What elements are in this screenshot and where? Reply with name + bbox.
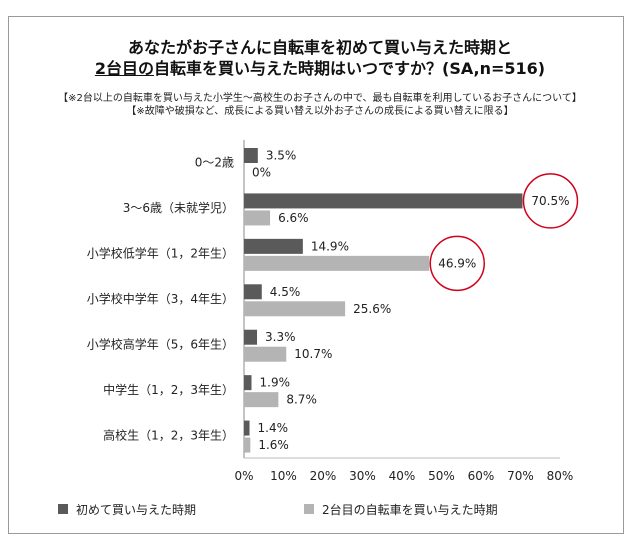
data-label: 14.9% [311,239,349,253]
data-label: 8.7% [286,393,317,407]
x-tick-label: 10% [270,469,297,483]
data-label: 3.3% [265,330,296,344]
bar-first [244,329,258,345]
bar-first [244,193,523,209]
bar-second [244,346,287,362]
bar-first [244,284,262,300]
x-tick-label: 80% [547,469,574,483]
category-label: 小学校低学年（1，2年生） [87,246,234,261]
bar-first [244,375,252,391]
data-label: 4.5% [270,285,301,299]
legend-label-first: 初めて買い与えた時期 [76,503,196,517]
x-tick-label: 60% [468,469,495,483]
highlight-circle [522,173,579,229]
legend-swatch-first [58,504,68,514]
chart-title-rest: 自転車を買い与えた時期はいつですか？(SA,n=516) [154,59,546,78]
chart-frame [8,16,624,534]
chart-title-underlined: 2台目の [94,59,155,78]
x-tick-label: 20% [310,469,337,483]
category-label: 0～2歳 [195,156,234,170]
x-tick-label: 50% [428,469,455,483]
chart-note-2: 【※故障や破損など、成長による買い替え以外お子さんの成長による買い替えに限る】 [126,106,514,117]
chart-title-line2: 2台目の自転車を買い与えた時期はいつですか？(SA,n=516) [0,59,640,79]
highlight-circle [429,235,486,292]
data-label: 6.6% [278,211,309,225]
category-label: 小学校高学年（5，6年生） [87,336,234,351]
chart-note-1: 【※2台以上の自転車を買い与えた小学生～高校生のお子さんの中で、最も自転車を利用… [58,93,582,104]
category-label: 中学生（1，2，3年生） [103,382,234,397]
category-label: 3～6歳（未就学児） [123,200,234,215]
category-label: 高校生（1，2，3年生） [103,427,234,442]
bar-second [244,392,279,408]
bar-first [244,238,303,254]
data-label: 70.5% [531,194,569,208]
data-label: 25.6% [353,302,391,316]
x-tick-label: 40% [389,469,416,483]
data-label: 10.7% [294,347,332,361]
legend-swatch-second [304,504,314,514]
chart-title-line1: あなたがお子さんに自転車を初めて買い与えた時期と [127,38,512,57]
legend-label-second: 2台目の自転車を買い与えた時期 [322,502,498,517]
data-label: 1.4% [258,421,289,435]
data-label: 3.5% [266,149,297,163]
category-label: 小学校中学年（3，4年生） [87,291,234,306]
bar-second [244,255,430,271]
data-label: 0% [252,166,271,180]
bar-first [244,148,258,163]
bar-second [244,437,251,453]
data-label: 46.9% [438,256,476,270]
x-tick-label: 30% [349,469,376,483]
bar-second [244,210,271,226]
data-label: 1.9% [260,376,291,390]
data-label: 1.6% [258,438,289,452]
x-tick-label: 0% [234,469,253,483]
bar-first [244,420,250,436]
bar-second [244,301,346,317]
x-tick-label: 70% [507,469,534,483]
